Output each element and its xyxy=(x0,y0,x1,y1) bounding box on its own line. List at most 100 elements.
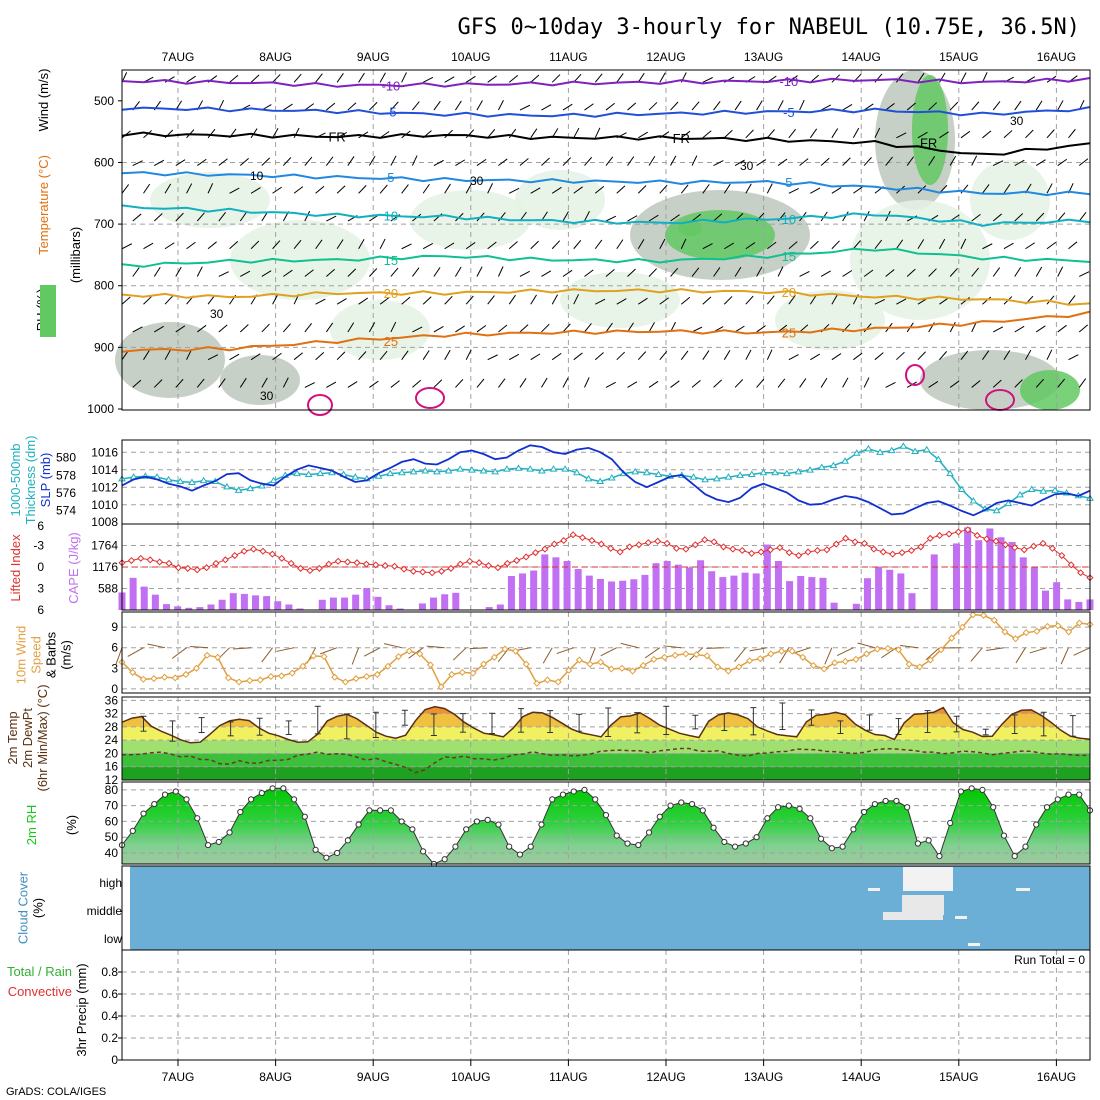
wind-barb xyxy=(992,213,1002,222)
wind-barb xyxy=(982,243,993,250)
wind-barb xyxy=(530,353,541,361)
wind-barb xyxy=(250,128,258,139)
wind-barb xyxy=(1025,349,1032,360)
cape-bar xyxy=(441,594,449,610)
lifted-index-point xyxy=(832,540,840,548)
wind10-speed-point xyxy=(278,672,286,680)
wind-barb xyxy=(401,243,412,250)
wind-barb xyxy=(551,74,561,83)
wind-barb xyxy=(293,239,302,250)
wind10-barb xyxy=(986,647,1005,652)
rh2m-point xyxy=(355,821,362,828)
lifted-index-label-line: Lifted Index xyxy=(8,534,23,602)
wind-barb xyxy=(261,323,270,333)
wind-barb xyxy=(982,184,990,194)
thickness-point xyxy=(421,466,430,474)
lifted-index-point xyxy=(663,539,671,547)
wind10-speed-point xyxy=(331,673,339,681)
lifted-index-point xyxy=(531,549,540,557)
rh2m-unit-label: (%) xyxy=(64,815,79,835)
wind10-barb xyxy=(383,643,402,649)
wind-barb xyxy=(132,160,143,166)
rh2m-point xyxy=(570,788,577,795)
cape-bar xyxy=(240,593,248,610)
lifted-index-point xyxy=(1077,569,1085,577)
cloud-label-line: (%) xyxy=(31,898,46,918)
cape-bar xyxy=(563,561,571,610)
lifted-index-point xyxy=(804,548,812,556)
slp-tick-label: 1014 xyxy=(91,463,118,477)
wind-barb xyxy=(971,155,978,166)
lifted-index-point xyxy=(400,565,408,573)
wind-barb xyxy=(250,74,260,83)
lifted-index-point xyxy=(842,534,850,542)
wind10-barb xyxy=(452,647,467,661)
lifted-index-point xyxy=(597,540,605,548)
lifted-index-point xyxy=(926,534,934,542)
wind-barb xyxy=(745,183,752,194)
wind-barb xyxy=(734,379,744,388)
rh2m-point xyxy=(721,838,728,846)
isotherm-label: 25 xyxy=(782,326,796,341)
thickness-point xyxy=(526,465,535,472)
wind-barb xyxy=(928,156,936,166)
thickness-point xyxy=(491,467,500,475)
wind-barb xyxy=(982,296,992,305)
wind10-barb xyxy=(793,647,811,654)
wind-barb xyxy=(917,239,925,250)
wind-barb xyxy=(584,377,590,388)
wind-barb xyxy=(197,158,207,166)
wind-barb xyxy=(734,100,742,111)
wind-barb xyxy=(164,76,175,83)
lifted-index-point xyxy=(428,569,436,577)
wind-barb xyxy=(422,76,434,83)
wind-barb xyxy=(1078,378,1087,388)
wind-barb xyxy=(971,380,981,388)
day-label-top: 12AUG xyxy=(646,50,685,64)
wind10-speed-point xyxy=(341,678,349,686)
wind-barb xyxy=(788,128,797,139)
wind-barb xyxy=(766,129,775,139)
wind-barb xyxy=(713,267,721,277)
wind-barb xyxy=(863,157,872,166)
temp2m-label-line: (6hr Min/Max) (°C) xyxy=(35,684,50,791)
wind-barb xyxy=(433,379,443,388)
rh2m-point xyxy=(366,807,373,814)
wind-barb xyxy=(885,381,896,388)
wind10-speed-point xyxy=(618,664,626,672)
lifted-index-point xyxy=(889,550,897,558)
cape-bar xyxy=(296,608,304,610)
wind10-speed-point xyxy=(267,672,275,681)
lifted-index-point xyxy=(560,536,568,545)
lifted-index-point xyxy=(1058,551,1066,560)
wind-barb xyxy=(788,354,799,361)
cape-bar xyxy=(875,567,883,610)
lifted-index-point xyxy=(795,551,803,560)
wind10-speed-point xyxy=(1065,628,1073,636)
lifted-index-point xyxy=(391,562,399,570)
cape-bar xyxy=(863,578,871,610)
wind-barb xyxy=(584,156,593,166)
rh2m-point xyxy=(774,804,782,811)
cape-bar xyxy=(697,560,705,610)
isotherm-line xyxy=(121,288,1091,306)
upper-air-ytick-label: 600 xyxy=(94,155,114,169)
wind-barb xyxy=(637,72,645,83)
lifted-index-point xyxy=(231,551,239,560)
wind-barb xyxy=(1057,266,1064,277)
isotherm-label: FR xyxy=(920,136,937,151)
lifted-index-point xyxy=(494,564,502,572)
wind-barb xyxy=(713,213,723,222)
rh2m-point xyxy=(624,840,631,847)
cape-bar xyxy=(964,527,972,610)
slp-axis-label: 1000-500mb Thickness (dm) SLP (mb) xyxy=(8,436,53,525)
cape-bar xyxy=(852,603,860,610)
wind-barb xyxy=(1014,159,1025,166)
wind-barb xyxy=(616,298,627,305)
rh-contour-label: 30 xyxy=(1010,114,1024,128)
wind-barb xyxy=(508,75,519,83)
wind10-speed-point xyxy=(246,677,254,685)
wind-barb xyxy=(175,159,186,166)
lifted-index-point xyxy=(315,564,323,572)
upper-air-ytick-label: 900 xyxy=(94,340,114,354)
